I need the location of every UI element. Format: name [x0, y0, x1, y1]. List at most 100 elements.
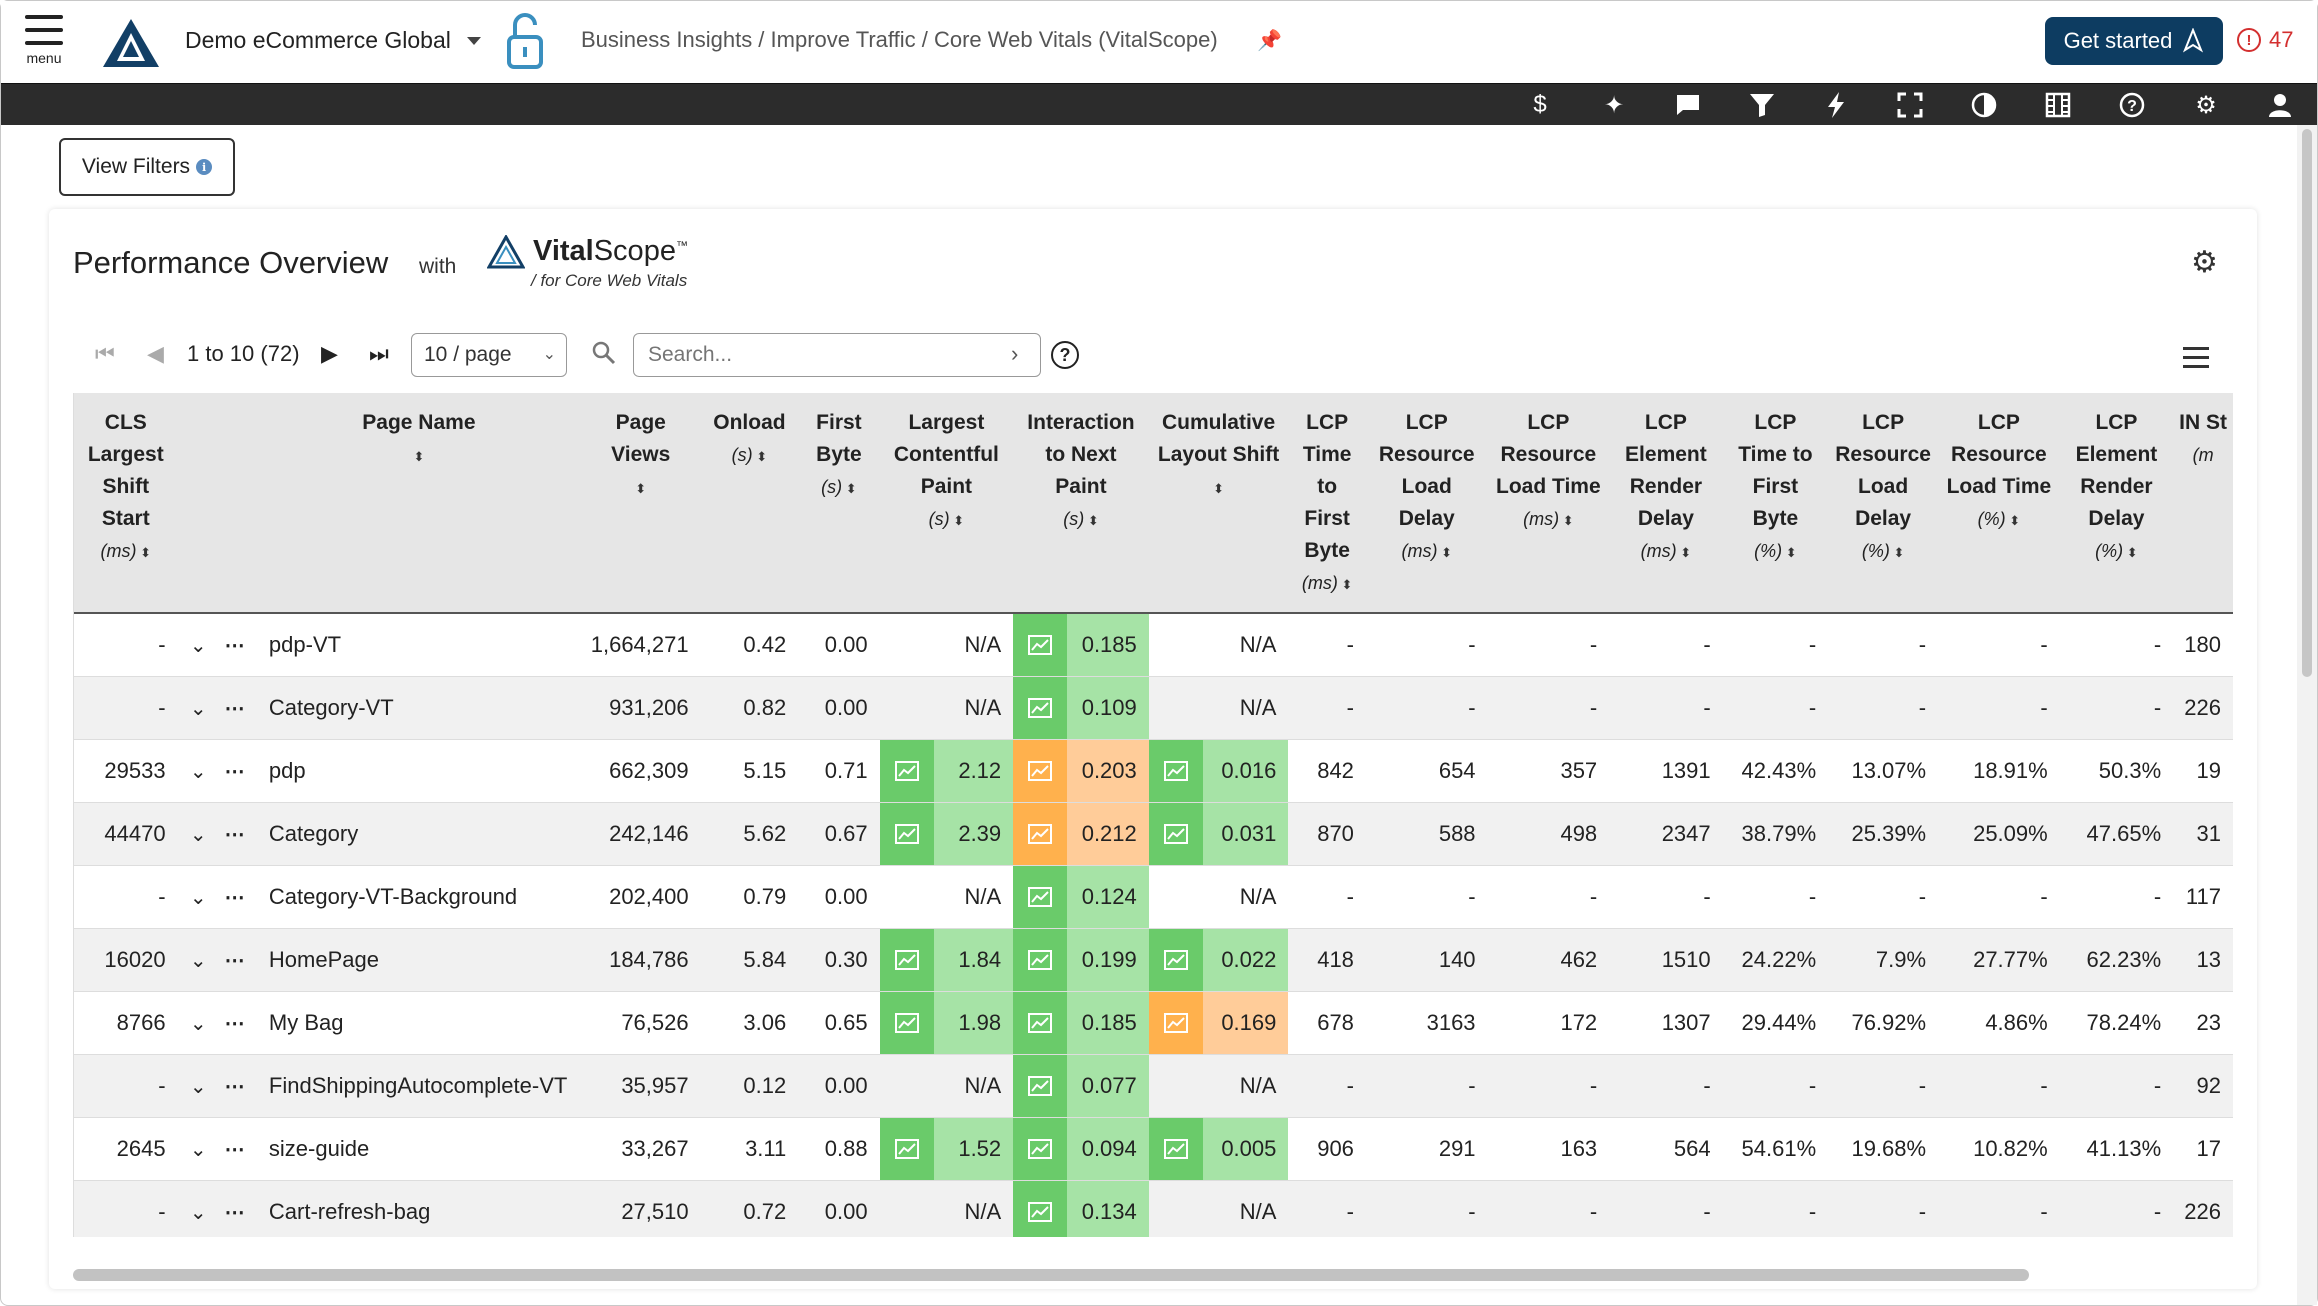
column-header[interactable]: IN St (m	[2173, 393, 2233, 614]
lcp-cell[interactable]: 1.98	[879, 991, 1014, 1055]
table-help-icon[interactable]: ?	[1051, 341, 1079, 369]
sort-icon[interactable]: ⬍	[842, 481, 857, 496]
inp-cell[interactable]: 0.212	[1013, 802, 1149, 866]
sparkle-icon[interactable]: ✦	[1603, 91, 1625, 119]
inp-cell[interactable]: 0.094	[1013, 1117, 1149, 1181]
more-options-icon[interactable]: ⋯	[224, 1139, 245, 1161]
trend-chart-icon[interactable]	[1028, 887, 1053, 907]
sort-icon[interactable]: ⬍	[413, 449, 425, 464]
more-options-icon[interactable]: ⋯	[224, 824, 245, 846]
table-row[interactable]: 29533 ⌄ ⋯ pdp 662,309 5.15 0.71 2.12 0.203 0.016 8…	[74, 739, 2233, 803]
inp-cell[interactable]: 0.185	[1013, 613, 1149, 677]
sort-icon[interactable]: ⬍	[2123, 545, 2138, 560]
column-header[interactable]: LCP Time to First Byte (ms) ⬍	[1288, 393, 1366, 614]
table-row[interactable]: 2645 ⌄ ⋯ size-guide 33,267 3.11 0.88 1.52 0.094 0…	[74, 1117, 2233, 1181]
dollar-icon[interactable]: $	[1533, 91, 1547, 118]
table-row[interactable]: 44470 ⌄ ⋯ Category 242,146 5.62 0.67 2.39 0.212 0…	[74, 802, 2233, 866]
column-header[interactable]: LCP Element Render Delay (%) ⬍	[2059, 393, 2174, 614]
cls-cell[interactable]: 0.169	[1148, 991, 1289, 1055]
trend-chart-icon[interactable]	[1028, 761, 1053, 781]
expand-chevron-icon[interactable]: ⌄	[189, 761, 207, 783]
table-row[interactable]: - ⌄ ⋯ FindShippingAutocomplete-VT 35,957 0.12…	[74, 1054, 2233, 1118]
inp-cell[interactable]: 0.124	[1013, 865, 1149, 929]
more-options-icon[interactable]: ⋯	[224, 1076, 245, 1098]
bolt-icon[interactable]	[1821, 90, 1851, 120]
more-options-icon[interactable]: ⋯	[224, 950, 245, 972]
column-header[interactable]: LCP Resource Load Time (%) ⬍	[1938, 393, 2060, 614]
column-header[interactable]: LCP Resource Load Delay (%) ⬍	[1828, 393, 1939, 614]
trend-chart-icon[interactable]	[894, 824, 919, 844]
menu-button[interactable]: menu	[21, 15, 67, 71]
prev-page-icon[interactable]: ◀	[147, 341, 164, 366]
expand-chevron-icon[interactable]: ⌄	[189, 1139, 207, 1161]
expand-chevron-icon[interactable]: ⌄	[189, 950, 207, 972]
column-header[interactable]: LCP Element Render Delay (ms) ⬍	[1609, 393, 1723, 614]
expand-chevron-icon[interactable]: ⌄	[189, 1013, 207, 1035]
lcp-cell[interactable]: 1.84	[879, 928, 1014, 992]
cls-cell[interactable]: 0.005	[1148, 1117, 1289, 1181]
expand-chevron-icon[interactable]: ⌄	[189, 887, 207, 909]
panel-settings-gear-icon[interactable]: ⚙	[2191, 246, 2218, 279]
sort-icon[interactable]: ⬍	[1213, 481, 1225, 496]
column-header[interactable]: LCP Resource Load Time (ms) ⬍	[1487, 393, 1610, 614]
more-options-icon[interactable]: ⋯	[224, 887, 245, 909]
pin-icon[interactable]: 📌	[1257, 30, 1282, 52]
inp-cell[interactable]: 0.077	[1013, 1054, 1149, 1118]
cls-cell[interactable]: 0.022	[1148, 928, 1289, 992]
get-started-button[interactable]: Get started	[2045, 17, 2223, 65]
sort-icon[interactable]: ⬍	[1782, 545, 1797, 560]
app-logo[interactable]	[101, 17, 161, 74]
expand-chevron-icon[interactable]: ⌄	[189, 698, 207, 720]
info-icon[interactable]: i	[196, 159, 213, 175]
table-horizontal-scrollbar[interactable]	[73, 1269, 2233, 1283]
column-header[interactable]: Interaction to Next Paint (s) ⬍	[1013, 393, 1149, 614]
last-page-icon[interactable]: ⏭	[369, 341, 389, 366]
unlock-icon[interactable]	[505, 11, 545, 76]
lcp-cell[interactable]: 1.52	[879, 1117, 1014, 1181]
search-input[interactable]	[633, 333, 1041, 377]
cls-cell[interactable]: 0.016	[1148, 739, 1289, 803]
sort-icon[interactable]: ⬍	[752, 449, 768, 464]
trend-chart-icon[interactable]	[1028, 1076, 1053, 1096]
table-horizontal-scrollbar-thumb[interactable]	[73, 1269, 2029, 1281]
lcp-cell[interactable]: 2.12	[879, 739, 1014, 803]
expand-chevron-icon[interactable]: ⌄	[189, 824, 207, 846]
more-options-icon[interactable]: ⋯	[224, 698, 245, 720]
inp-cell[interactable]: 0.203	[1013, 739, 1149, 803]
trend-chart-icon[interactable]	[1163, 761, 1188, 781]
breadcrumb[interactable]: Business Insights / Improve Traffic / Co…	[581, 27, 1218, 52]
sort-icon[interactable]: ⬍	[1084, 513, 1099, 528]
column-header[interactable]: Onload (s) ⬍	[700, 393, 799, 614]
sort-icon[interactable]: ⬍	[1676, 545, 1692, 560]
inp-cell[interactable]: 0.199	[1013, 928, 1149, 992]
lcp-cell[interactable]: 2.39	[879, 802, 1014, 866]
first-page-icon[interactable]: ⏮	[95, 341, 115, 366]
sort-icon[interactable]: ⬍	[2005, 513, 2021, 528]
help-icon[interactable]: ?	[2117, 90, 2147, 120]
trend-chart-icon[interactable]	[894, 761, 919, 781]
sort-icon[interactable]: ⬍	[1559, 513, 1574, 528]
column-header[interactable]: Largest Contentful Paint (s) ⬍	[879, 393, 1014, 614]
column-header[interactable]: LCP Resource Load Delay (ms) ⬍	[1365, 393, 1488, 614]
inp-cell[interactable]: 0.134	[1013, 1180, 1149, 1237]
more-options-icon[interactable]: ⋯	[224, 1013, 245, 1035]
trend-chart-icon[interactable]	[1163, 1013, 1188, 1033]
trend-chart-icon[interactable]	[894, 1013, 919, 1033]
video-icon[interactable]	[2043, 90, 2073, 120]
contrast-icon[interactable]	[1969, 90, 1999, 120]
gear-icon[interactable]: ⚙	[2195, 91, 2217, 119]
filter-icon[interactable]	[1747, 90, 1777, 120]
table-row[interactable]: - ⌄ ⋯ pdp-VT 1,664,271 0.42 0.00 N/A 0.185 N/A - - -…	[74, 613, 2233, 677]
next-page-icon[interactable]: ▶	[321, 341, 338, 366]
column-header[interactable]: Page Views ⬍	[580, 393, 701, 614]
column-header[interactable]: Cumulative Layout Shift ⬍	[1148, 393, 1289, 614]
sort-icon[interactable]: ⬍	[635, 481, 647, 496]
sort-icon[interactable]: ⬍	[1889, 545, 1905, 560]
column-header[interactable]: LCP Time to First Byte (%) ⬍	[1722, 393, 1829, 614]
expand-chevron-icon[interactable]: ⌄	[189, 635, 207, 657]
sort-icon[interactable]: ⬍	[1337, 577, 1353, 592]
user-icon[interactable]	[2265, 90, 2295, 120]
sort-icon[interactable]: ⬍	[136, 545, 152, 560]
trend-chart-icon[interactable]	[1028, 1202, 1053, 1222]
cls-cell[interactable]: 0.031	[1148, 802, 1289, 866]
